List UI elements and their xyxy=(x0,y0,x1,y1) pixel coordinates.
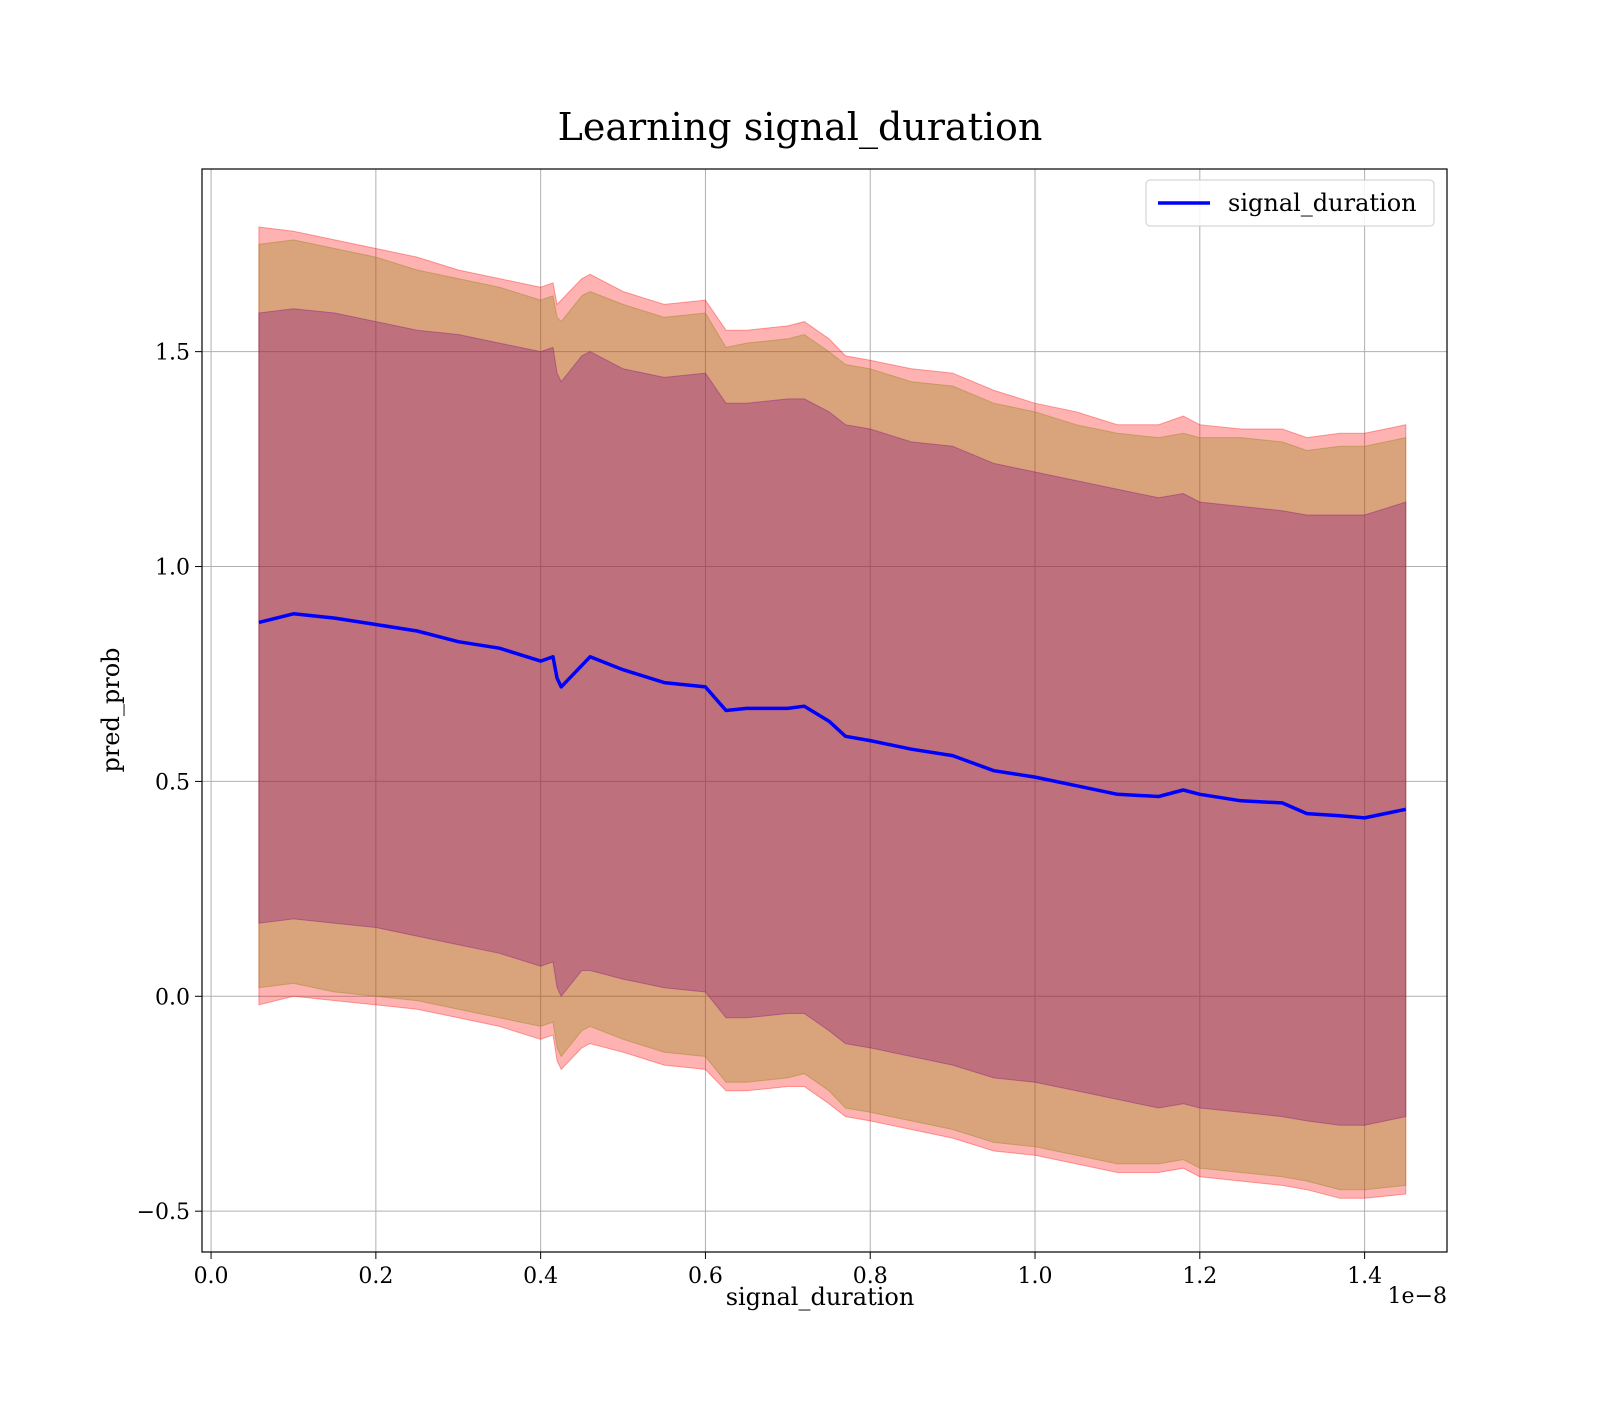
y-tick-label: 0.0 xyxy=(155,985,190,1010)
legend-label: signal_duration xyxy=(1228,189,1417,217)
outer-confidence-band xyxy=(258,226,1407,1199)
x-tick-label: 1.0 xyxy=(1018,1264,1053,1289)
x-tick-label: 0.8 xyxy=(853,1264,888,1289)
y-axis-label: pred_prob xyxy=(97,647,125,772)
x-tick-label: 1.4 xyxy=(1347,1264,1382,1289)
plot-frame xyxy=(201,168,1448,1253)
y-tick-label: 1.5 xyxy=(155,341,190,366)
y-tick-label: −0.5 xyxy=(137,1200,190,1225)
plot-area: 0.0 0.2 0.4 0.6 0.8 1.0 1.2 1.4 −0.5 0.0 0.5 1.0 1.5 xyxy=(137,168,1448,1289)
x-axis-label: signal_duration xyxy=(726,1283,915,1311)
inner-confidence-band xyxy=(258,308,1407,1126)
x-tick-label: 0.0 xyxy=(194,1264,229,1289)
y-tick-label: 1.0 xyxy=(155,556,190,581)
legend-box xyxy=(1145,179,1435,227)
x-tick-label: 0.2 xyxy=(358,1264,393,1289)
x-axis-offset-label: 1e−8 xyxy=(1388,1284,1447,1309)
chart-title: Learning signal_duration xyxy=(558,105,1043,150)
middle-confidence-band xyxy=(258,239,1407,1191)
x-tick-label: 1.2 xyxy=(1182,1264,1217,1289)
x-tick-label: 0.4 xyxy=(523,1264,558,1289)
x-tick-label: 0.6 xyxy=(688,1264,723,1289)
y-tick-label: 0.5 xyxy=(155,770,190,795)
series-line xyxy=(258,612,1407,820)
legend: signal_duration xyxy=(1145,179,1435,227)
